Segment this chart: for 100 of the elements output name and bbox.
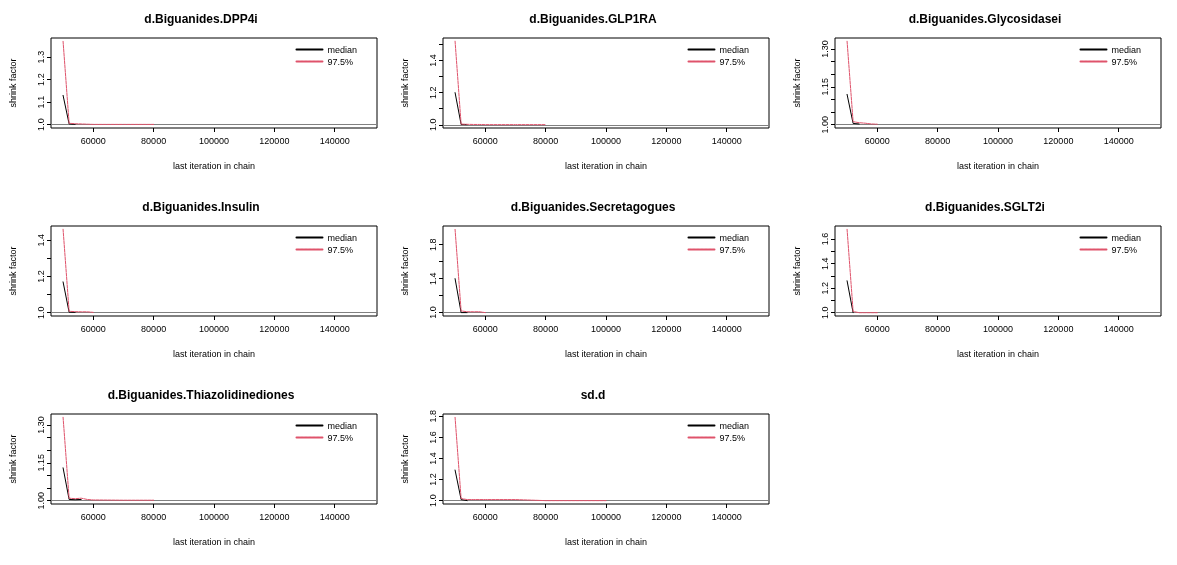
x-axis-title: last iteration in chain bbox=[172, 536, 256, 547]
x-tick-label: 140000 bbox=[319, 135, 350, 146]
legend-label: median bbox=[327, 44, 358, 55]
line-series bbox=[454, 416, 607, 502]
x-tick-label: 60000 bbox=[80, 135, 106, 146]
x-tick-label: 100000 bbox=[198, 323, 230, 334]
y-tick-label: 1.15 bbox=[35, 454, 46, 472]
y-axis-title: shrink factor bbox=[7, 58, 18, 108]
y-tick-label: 1.8 bbox=[427, 410, 438, 423]
y-axis-title: shrink factor bbox=[399, 246, 410, 296]
legend-label: median bbox=[1111, 44, 1142, 55]
y-tick-label: 1.0 bbox=[819, 306, 830, 319]
x-tick-label: 80000 bbox=[141, 323, 167, 334]
x-tick-label: 100000 bbox=[982, 323, 1014, 334]
y-tick-label: 1.30 bbox=[819, 40, 830, 58]
x-axis-title: last iteration in chain bbox=[172, 160, 256, 171]
x-tick-label: 140000 bbox=[711, 135, 742, 146]
y-axis-title: shrink factor bbox=[791, 58, 802, 108]
x-axis-title: last iteration in chain bbox=[564, 348, 648, 359]
y-tick-label: 1.0 bbox=[35, 306, 46, 319]
y-tick-label: 1.8 bbox=[427, 238, 438, 251]
y-tick-label: 1.4 bbox=[427, 272, 438, 285]
x-axis-title: last iteration in chain bbox=[564, 536, 648, 547]
x-tick-label: 60000 bbox=[472, 135, 498, 146]
chart-title: d.Biguanides.Secretagogues bbox=[510, 200, 676, 214]
chart-title: d.Biguanides.Insulin bbox=[142, 200, 260, 214]
y-tick-label: 1.0 bbox=[427, 306, 438, 319]
x-axis-title: last iteration in chain bbox=[956, 348, 1040, 359]
x-tick-label: 80000 bbox=[533, 511, 559, 522]
x-tick-label: 120000 bbox=[651, 135, 682, 146]
y-tick-label: 1.2 bbox=[427, 473, 438, 486]
y-tick-label: 1.4 bbox=[427, 54, 438, 67]
y-tick-label: 1.00 bbox=[819, 115, 830, 134]
x-tick-label: 60000 bbox=[864, 323, 890, 334]
y-tick-label: 1.3 bbox=[35, 50, 46, 64]
x-tick-label: 60000 bbox=[80, 323, 106, 334]
x-tick-label: 120000 bbox=[259, 135, 290, 146]
x-tick-label: 80000 bbox=[925, 135, 951, 146]
x-tick-label: 120000 bbox=[1043, 135, 1074, 146]
y-tick-label: 1.0 bbox=[427, 494, 438, 507]
chart-title: sd.d bbox=[580, 388, 606, 402]
line-series bbox=[62, 228, 94, 313]
y-tick-label: 1.30 bbox=[35, 416, 46, 434]
x-tick-label: 60000 bbox=[864, 135, 890, 146]
line-series bbox=[454, 228, 486, 314]
x-tick-label: 80000 bbox=[141, 511, 167, 522]
legend-label: 97.5% bbox=[1111, 244, 1138, 255]
y-tick-label: 1.00 bbox=[35, 491, 46, 510]
legend-label: 97.5% bbox=[719, 56, 746, 67]
legend-label: median bbox=[719, 232, 750, 243]
legend-label: 97.5% bbox=[1111, 56, 1138, 67]
x-tick-label: 80000 bbox=[141, 135, 167, 146]
y-axis-title: shrink factor bbox=[399, 58, 410, 108]
x-tick-label: 100000 bbox=[198, 135, 230, 146]
chart-title: d.Biguanides.SGLT2i bbox=[925, 200, 1045, 214]
y-tick-label: 1.1 bbox=[35, 95, 46, 109]
y-tick-label: 1.0 bbox=[35, 118, 46, 131]
x-tick-label: 140000 bbox=[711, 511, 742, 522]
x-tick-label: 80000 bbox=[925, 323, 951, 334]
x-tick-label: 80000 bbox=[533, 135, 559, 146]
chart-title: d.Biguanides.Thiazolidinediones bbox=[107, 388, 295, 402]
y-tick-label: 1.4 bbox=[819, 257, 830, 270]
x-tick-label: 120000 bbox=[651, 323, 682, 334]
legend-label: 97.5% bbox=[327, 432, 354, 443]
x-tick-label: 100000 bbox=[590, 323, 622, 334]
x-tick-label: 100000 bbox=[590, 511, 622, 522]
legend-label: median bbox=[327, 420, 358, 431]
x-tick-label: 140000 bbox=[319, 511, 350, 522]
legend-label: 97.5% bbox=[327, 56, 354, 67]
chart-title: d.Biguanides.DPP4i bbox=[144, 12, 258, 26]
line-series bbox=[454, 40, 547, 126]
x-tick-label: 140000 bbox=[1103, 323, 1134, 334]
x-tick-label: 140000 bbox=[319, 323, 350, 334]
y-tick-label: 1.2 bbox=[35, 270, 46, 283]
x-tick-label: 100000 bbox=[198, 511, 230, 522]
y-axis-title: shrink factor bbox=[399, 434, 410, 484]
legend-label: median bbox=[327, 232, 358, 243]
x-tick-label: 100000 bbox=[982, 135, 1014, 146]
y-tick-label: 1.4 bbox=[427, 452, 438, 465]
x-tick-label: 120000 bbox=[651, 511, 682, 522]
x-tick-label: 140000 bbox=[1103, 135, 1134, 146]
y-axis-title: shrink factor bbox=[7, 434, 18, 484]
y-tick-label: 1.4 bbox=[35, 233, 46, 247]
line-series bbox=[846, 40, 878, 125]
y-tick-label: 1.6 bbox=[819, 232, 830, 246]
y-tick-label: 1.0 bbox=[427, 118, 438, 132]
legend-label: 97.5% bbox=[719, 432, 746, 443]
chart-title: d.Biguanides.Glycosidasei bbox=[908, 12, 1062, 26]
x-tick-label: 120000 bbox=[1043, 323, 1074, 334]
x-tick-label: 80000 bbox=[533, 323, 559, 334]
y-tick-label: 1.6 bbox=[427, 431, 438, 444]
y-tick-label: 1.2 bbox=[427, 86, 438, 99]
x-axis-title: last iteration in chain bbox=[956, 160, 1040, 171]
legend-label: median bbox=[719, 420, 750, 431]
x-tick-label: 120000 bbox=[259, 511, 290, 522]
line-series bbox=[62, 416, 155, 501]
y-axis-title: shrink factor bbox=[7, 246, 18, 296]
x-tick-label: 60000 bbox=[80, 511, 106, 522]
x-tick-label: 60000 bbox=[472, 323, 498, 334]
y-tick-label: 1.15 bbox=[819, 78, 830, 96]
